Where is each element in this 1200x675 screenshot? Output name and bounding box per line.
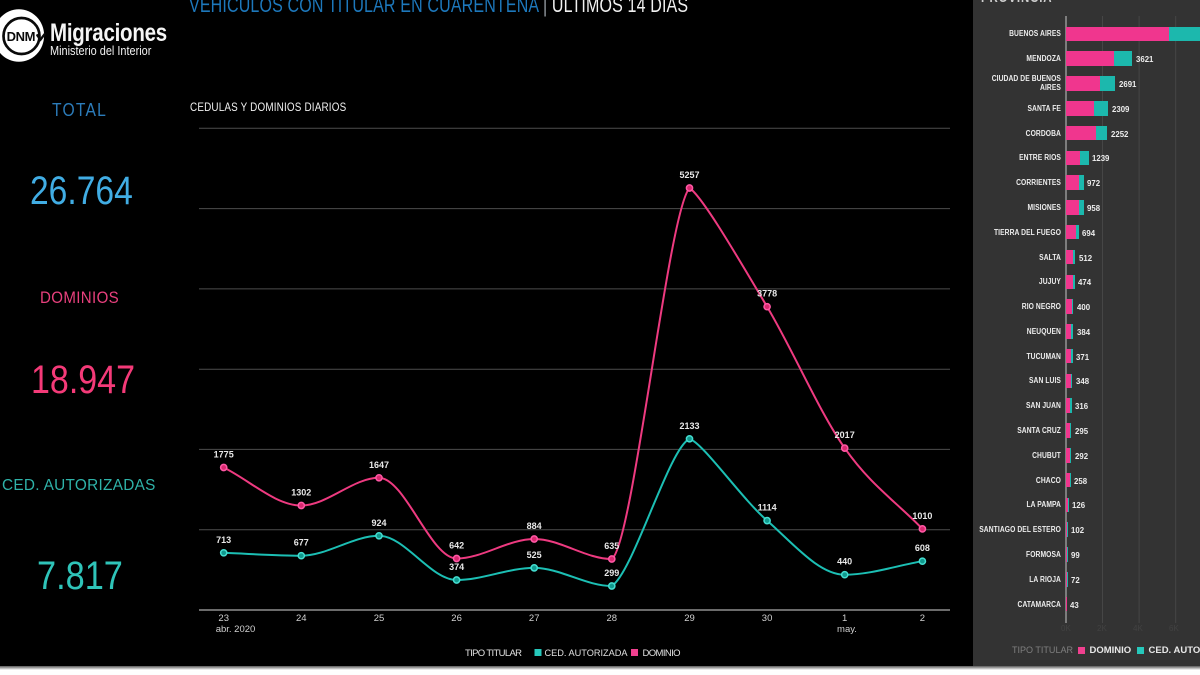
svg-text:635: 635 <box>604 541 619 551</box>
svg-text:374: 374 <box>449 562 464 572</box>
svg-text:713: 713 <box>216 535 231 545</box>
svg-text:2017: 2017 <box>835 430 855 440</box>
svg-text:may.: may. <box>837 624 857 635</box>
svg-text:440: 440 <box>837 557 852 567</box>
svg-text:5257: 5257 <box>679 170 699 180</box>
svg-text:677: 677 <box>294 538 309 548</box>
svg-text:TIPO TITULAR: TIPO TITULAR <box>465 648 522 659</box>
svg-text:24: 24 <box>296 613 307 624</box>
svg-text:299: 299 <box>604 568 619 578</box>
svg-text:27: 27 <box>529 613 540 624</box>
svg-text:23: 23 <box>218 613 229 624</box>
svg-text:2: 2 <box>920 613 925 624</box>
svg-text:2133: 2133 <box>679 421 699 431</box>
svg-text:884: 884 <box>527 521 542 531</box>
svg-text:924: 924 <box>371 518 386 528</box>
svg-text:DOMINIO: DOMINIO <box>643 648 681 659</box>
svg-text:1: 1 <box>842 613 847 624</box>
svg-text:1647: 1647 <box>369 460 389 470</box>
svg-text:1775: 1775 <box>214 450 234 460</box>
svg-text:525: 525 <box>527 550 542 560</box>
svg-text:1010: 1010 <box>912 511 932 521</box>
svg-text:29: 29 <box>684 613 695 624</box>
svg-text:DNM: DNM <box>7 29 35 44</box>
svg-text:abr. 2020: abr. 2020 <box>216 624 256 635</box>
svg-text:28: 28 <box>607 613 618 624</box>
svg-text:CED. AUTORIZADA: CED. AUTORIZADA <box>545 648 629 658</box>
svg-text:1302: 1302 <box>291 488 311 498</box>
svg-text:1114: 1114 <box>758 503 777 513</box>
svg-text:608: 608 <box>915 543 930 553</box>
svg-text:3778: 3778 <box>757 289 777 299</box>
svg-text:30: 30 <box>762 613 773 624</box>
svg-text:642: 642 <box>449 541 464 551</box>
svg-text:26: 26 <box>451 613 462 624</box>
svg-text:25: 25 <box>374 613 385 624</box>
